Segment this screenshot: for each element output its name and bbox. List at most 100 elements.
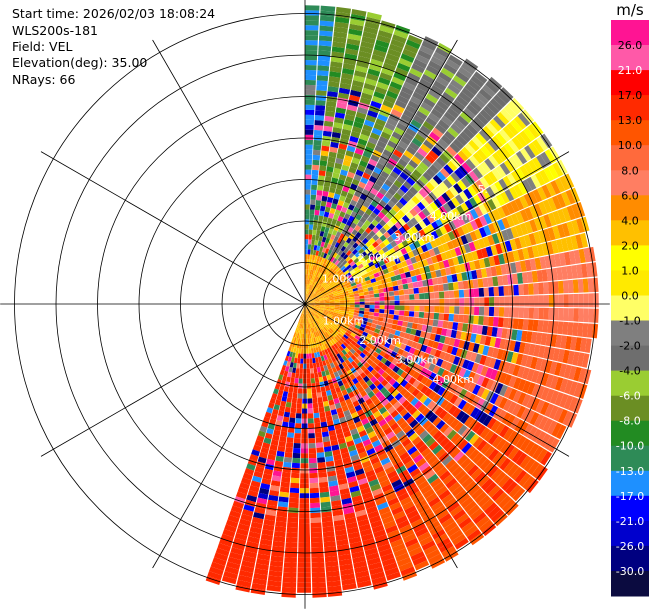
velocity-gate [373, 316, 379, 321]
velocity-gate [487, 505, 501, 519]
velocity-gate [345, 43, 360, 51]
velocity-gate [293, 357, 298, 364]
velocity-gate [316, 291, 322, 296]
velocity-gate [334, 274, 340, 280]
velocity-gate [495, 454, 508, 468]
velocity-gate [511, 352, 519, 364]
velocity-gate [320, 386, 326, 393]
velocity-gate [398, 561, 414, 572]
velocity-gate [523, 193, 534, 207]
velocity-gate [528, 191, 538, 205]
velocity-gate [428, 191, 438, 202]
velocity-gate [508, 375, 517, 388]
velocity-gate [310, 322, 314, 328]
velocity-gate [456, 410, 466, 421]
velocity-gate [357, 386, 365, 393]
velocity-gate [285, 537, 298, 543]
velocity-gate [317, 185, 324, 191]
velocity-gate [370, 394, 378, 403]
velocity-gate [376, 140, 387, 149]
velocity-gate [323, 125, 333, 132]
velocity-gate [451, 197, 461, 208]
velocity-gate [334, 112, 345, 119]
velocity-gate [384, 250, 392, 258]
velocity-gate [280, 431, 288, 438]
velocity-gate [300, 478, 309, 484]
velocity-gate [458, 91, 472, 104]
velocity-gate [481, 388, 490, 400]
velocity-gate [332, 229, 338, 236]
velocity-gate [353, 371, 360, 378]
velocity-gate [475, 92, 489, 105]
velocity-gate [358, 523, 371, 532]
velocity-gate [380, 511, 393, 520]
velocity-gate [491, 488, 505, 502]
velocity-gate [254, 466, 265, 474]
velocity-gate [283, 567, 297, 573]
velocity-gate [347, 171, 355, 179]
velocity-gate [356, 368, 364, 375]
velocity-gate [318, 472, 328, 478]
velocity-gate [392, 381, 400, 390]
velocity-gate [536, 448, 548, 463]
colorbar-tick-label: 8.0 [621, 164, 639, 177]
velocity-gate [325, 171, 333, 178]
velocity-gate [568, 308, 574, 322]
velocity-gate [433, 312, 440, 320]
velocity-gate [333, 193, 341, 200]
velocity-gate [324, 305, 330, 307]
velocity-gate [384, 58, 398, 67]
velocity-gate [307, 259, 310, 265]
velocity-gate [485, 246, 493, 257]
velocity-gate [303, 308, 305, 314]
velocity-gate [366, 11, 382, 21]
velocity-gate [517, 378, 527, 392]
velocity-gate [421, 157, 433, 168]
velocity-gate [326, 166, 334, 173]
velocity-gate [299, 493, 310, 499]
velocity-gate [290, 377, 295, 383]
velocity-gate [305, 74, 317, 81]
velocity-gate [319, 35, 333, 42]
velocity-gate [352, 242, 359, 249]
velocity-gate [334, 423, 342, 430]
velocity-gate [437, 138, 449, 149]
velocity-gate [484, 445, 496, 458]
velocity-gate [299, 503, 310, 509]
velocity-gate [472, 96, 486, 109]
velocity-gate [426, 233, 435, 242]
velocity-gate [487, 485, 501, 498]
velocity-gate [375, 203, 384, 212]
velocity-gate [533, 414, 544, 428]
velocity-gate [343, 119, 354, 126]
velocity-gate [300, 468, 309, 474]
velocity-gate [522, 423, 534, 438]
velocity-gate [413, 287, 419, 294]
velocity-gate [246, 494, 257, 503]
velocity-gate [313, 295, 318, 299]
velocity-gate [325, 455, 334, 462]
velocity-gate [491, 135, 504, 149]
velocity-gate [403, 180, 412, 190]
velocity-gate [279, 405, 286, 412]
velocity-gate [381, 183, 391, 192]
velocity-gate [376, 538, 390, 548]
velocity-gate [312, 357, 316, 364]
velocity-gate [429, 201, 439, 211]
colorbar-bin [611, 220, 649, 246]
velocity-gate [361, 223, 368, 231]
velocity-gate [449, 248, 457, 258]
velocity-gate [318, 251, 322, 257]
velocity-gate [363, 328, 370, 334]
velocity-gate [467, 79, 482, 92]
colorbar-tick-label: -6.0 [619, 390, 640, 403]
velocity-gate [425, 437, 436, 448]
velocity-gate [463, 391, 472, 402]
velocity-gate [308, 438, 316, 444]
velocity-gate [319, 301, 325, 303]
velocity-gate [326, 243, 332, 250]
velocity-gate [352, 556, 366, 564]
velocity-gate [327, 196, 334, 203]
velocity-gate [368, 244, 375, 251]
velocity-gate [523, 234, 532, 247]
